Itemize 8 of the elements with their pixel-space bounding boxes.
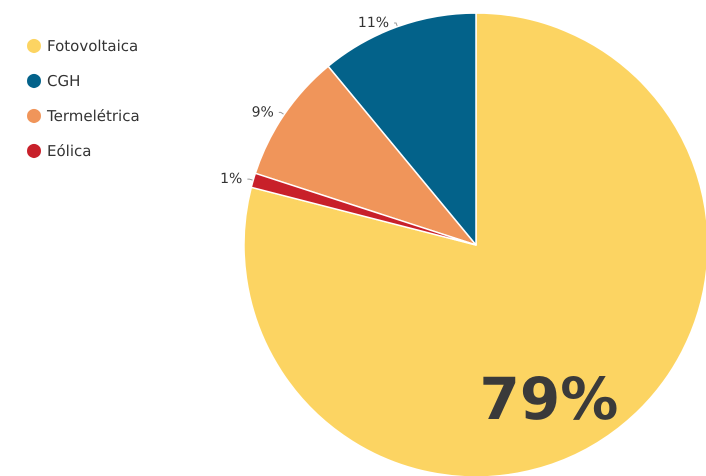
- data-label: 79%: [480, 365, 618, 434]
- legend-label: CGH: [47, 72, 80, 90]
- legend-label: Eólica: [47, 142, 92, 160]
- data-label: 11%: [358, 14, 390, 31]
- legend-label: Termelétrica: [46, 107, 140, 125]
- data-label: 1%: [220, 171, 242, 188]
- legend-label: Fotovoltaica: [47, 37, 138, 55]
- data-label: 9%: [252, 104, 274, 120]
